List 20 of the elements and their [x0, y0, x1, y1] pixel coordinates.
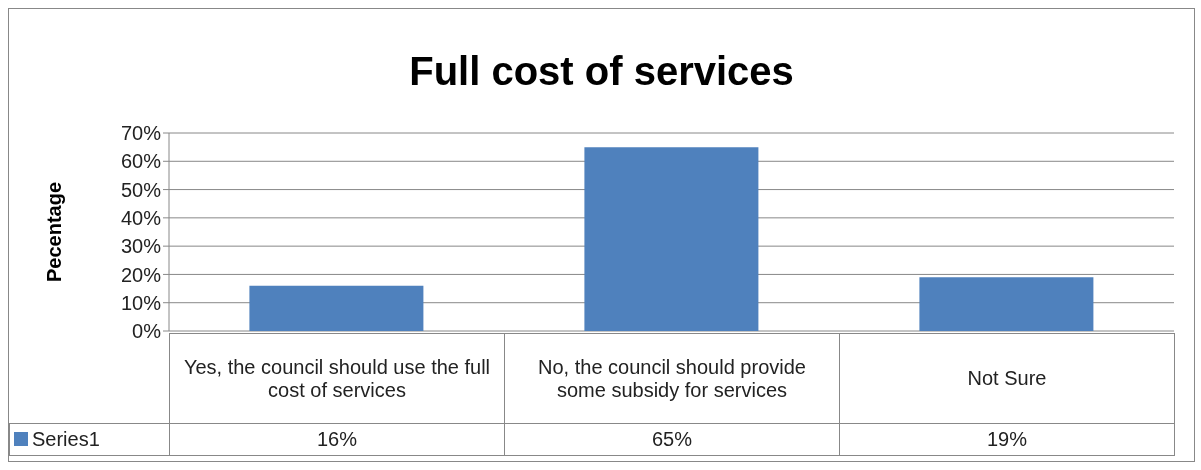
y-axis-title: Pecentage	[43, 181, 66, 283]
y-tick-label: 70%	[120, 122, 162, 145]
x-tick-label: Not Sure	[839, 333, 1175, 424]
legend-label: Series1	[9, 423, 170, 456]
y-tick-label: 10%	[120, 291, 162, 314]
data-label: 65%	[504, 423, 840, 456]
bar	[919, 277, 1094, 331]
y-tick-label: 0%	[132, 320, 162, 343]
y-tick-label: 50%	[120, 178, 162, 201]
bar	[249, 285, 424, 331]
y-tick-label: 60%	[120, 150, 162, 173]
y-tick-label: 30%	[120, 235, 162, 258]
data-label: 19%	[839, 423, 1175, 456]
data-label: 16%	[169, 423, 505, 456]
x-tick-label: Yes, the council should use the full cost of services	[169, 333, 505, 424]
y-tick-label: 40%	[120, 206, 162, 229]
bar	[584, 147, 759, 331]
chart-title: Full cost of services	[408, 49, 795, 94]
x-tick-label: No, the council should provide some subsidy for services	[504, 333, 840, 424]
y-tick-label: 20%	[120, 263, 162, 286]
